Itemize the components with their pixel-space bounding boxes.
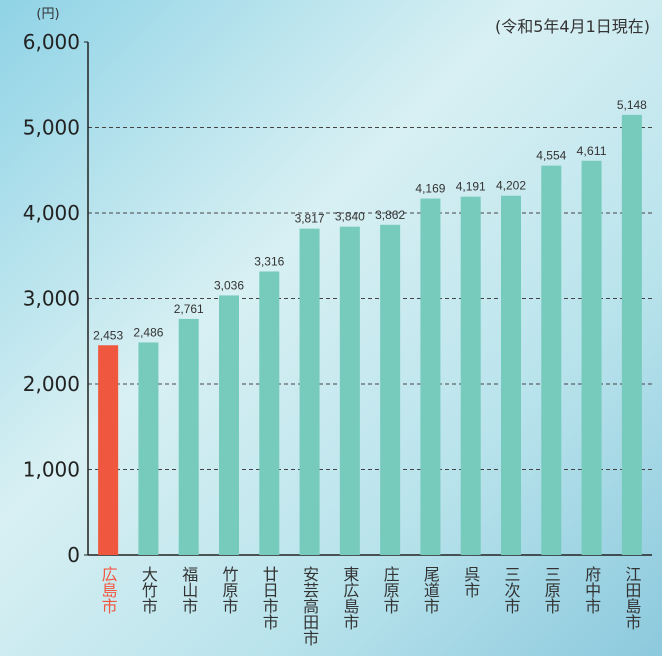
value-label: 2,486	[133, 325, 163, 339]
x-tick-label: 福山市	[179, 566, 198, 614]
bar	[300, 229, 320, 555]
x-tick-label: 廿日市市	[260, 566, 279, 630]
x-tick-label: 三次市	[502, 566, 521, 614]
x-tick-label: 江田島市	[622, 566, 641, 630]
value-label: 3,316	[254, 254, 284, 268]
x-tick-label: 竹原市	[220, 566, 239, 614]
x-tick-label: 広島市	[99, 566, 118, 614]
value-label: 3,036	[214, 278, 244, 292]
bar	[501, 196, 521, 555]
y-tick-label: 5,000	[23, 116, 80, 140]
y-tick-label: 6,000	[23, 30, 80, 54]
x-tick-label: 三原市	[542, 566, 561, 614]
bar	[138, 342, 158, 555]
bar	[622, 115, 642, 555]
bar	[219, 295, 239, 555]
bar	[461, 197, 481, 555]
value-label: 3,862	[375, 208, 405, 222]
value-label: 4,169	[415, 182, 445, 196]
chart: (円) (令和5年4月1日現在) 0 1,000 2,000 3,000 4,000 5,…	[0, 0, 662, 656]
bar	[420, 199, 440, 555]
y-unit: (円)	[36, 7, 59, 22]
value-label: 5,148	[617, 98, 647, 112]
bar	[340, 227, 360, 555]
bar	[582, 161, 602, 555]
bar	[380, 225, 400, 555]
x-tick-label: 呉市	[461, 566, 480, 598]
value-label: 3,840	[335, 210, 365, 224]
value-label: 2,761	[174, 302, 204, 316]
y-tick-label: 0	[67, 543, 80, 567]
value-label: 4,554	[536, 149, 566, 163]
value-label: 4,191	[456, 180, 486, 194]
value-label: 2,453	[93, 328, 123, 342]
x-tick-label: 東広島市	[340, 566, 359, 630]
bar	[259, 271, 279, 555]
value-label: 4,611	[577, 144, 607, 158]
x-tick-label: 尾道市	[421, 566, 440, 614]
value-label: 4,202	[496, 179, 526, 193]
bar	[179, 319, 199, 555]
y-tick-label: 2,000	[23, 372, 80, 396]
x-tick-label: 安芸高田市	[300, 566, 319, 646]
x-tick-label: 庄原市	[381, 566, 400, 614]
value-label: 3,817	[295, 212, 325, 226]
x-tick-label: 大竹市	[139, 566, 158, 614]
subtitle: (令和5年4月1日現在)	[495, 17, 650, 36]
y-tick-label: 4,000	[23, 201, 80, 225]
bar	[98, 345, 118, 555]
y-tick-label: 3,000	[23, 287, 80, 311]
x-tick-label: 府中市	[582, 566, 601, 614]
bar	[541, 166, 561, 555]
y-tick-label: 1,000	[23, 458, 80, 482]
